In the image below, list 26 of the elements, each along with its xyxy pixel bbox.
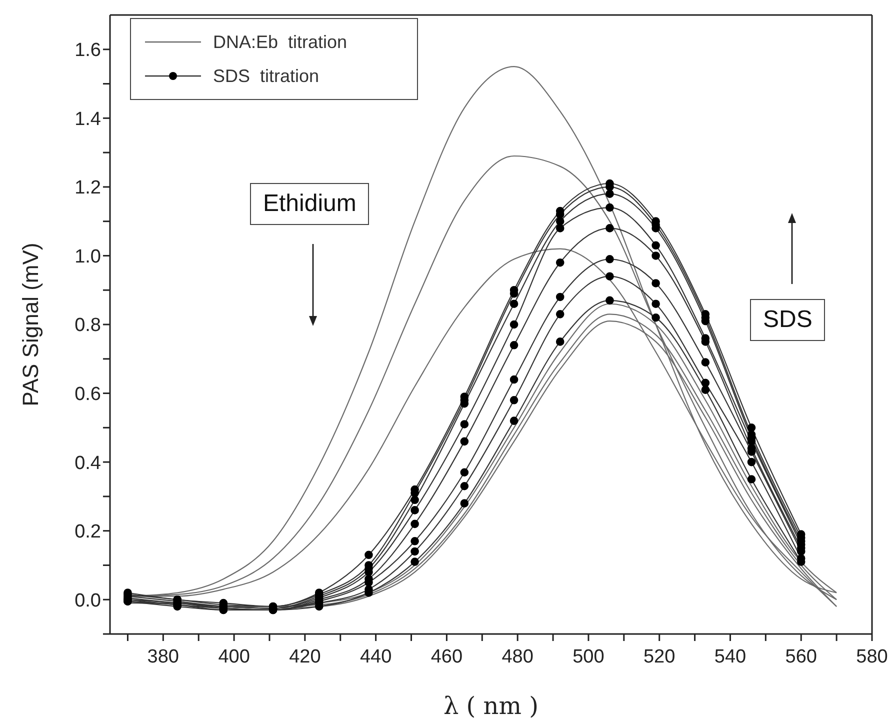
y-tick-label: 0.6	[74, 384, 101, 406]
annotation: Ethidium	[250, 183, 370, 225]
y-tick-label: 1.6	[74, 40, 101, 62]
x-tick-label: 380	[147, 646, 180, 668]
annotation: SDS	[750, 299, 826, 341]
y-tick-label: 1.4	[74, 108, 102, 130]
x-tick-label: 420	[289, 646, 321, 668]
legend-label: SDS titration	[213, 66, 320, 86]
x-tick-label: 560	[785, 646, 817, 668]
y-axis-title: PAS Signal (mV)	[18, 242, 43, 406]
legend-label: DNA:Eb titration	[213, 32, 348, 52]
x-axis-title: λ ( nm )	[443, 692, 539, 720]
x-tick-label: 480	[502, 646, 534, 668]
x-tick-label: 540	[714, 646, 746, 668]
x-tick-label: 460	[430, 646, 463, 668]
x-tick-label: 500	[572, 646, 604, 668]
x-tick-label: 440	[360, 646, 392, 668]
y-tick-label: 0.8	[74, 315, 101, 336]
x-tick-label: 520	[643, 646, 676, 668]
y-tick-label: 0.4	[74, 452, 102, 474]
text: 0.0	[74, 590, 101, 612]
text: 1.0	[74, 246, 101, 268]
y-tick-label: 1.2	[74, 178, 101, 199]
x-tick-label: 400	[218, 646, 250, 668]
x-tick-label: 580	[856, 646, 888, 668]
y-tick-label: 0.2	[74, 522, 101, 543]
